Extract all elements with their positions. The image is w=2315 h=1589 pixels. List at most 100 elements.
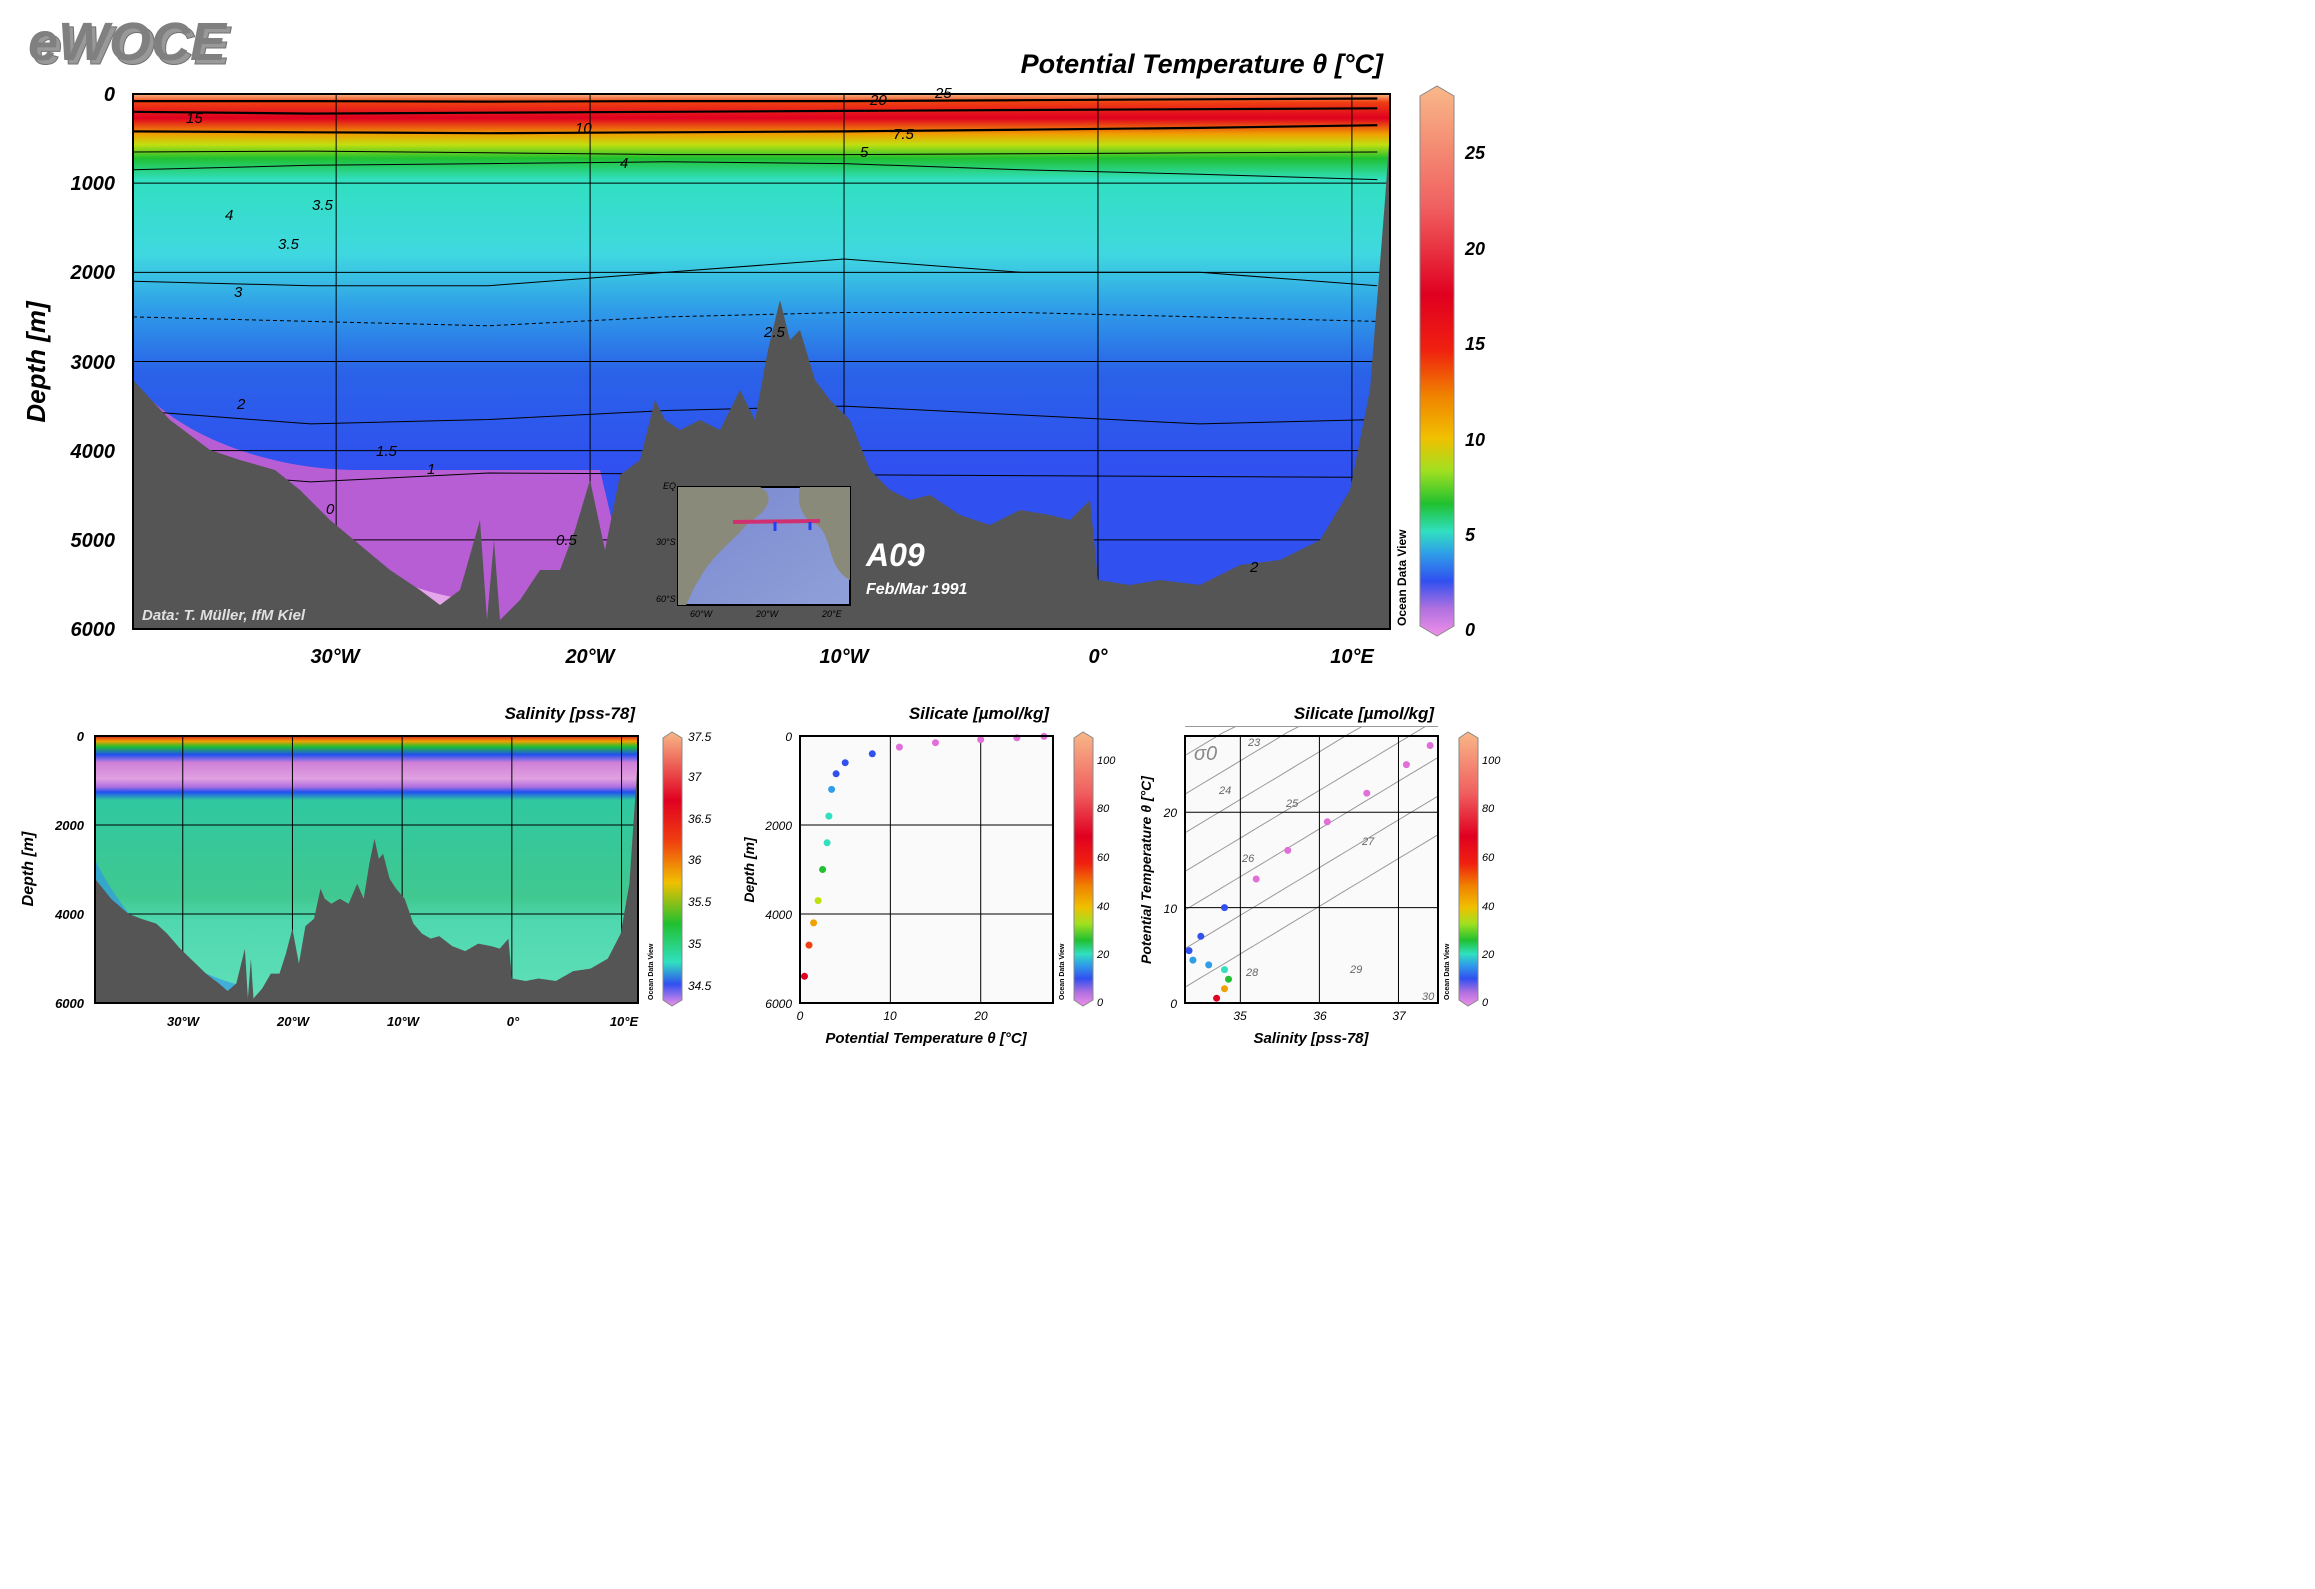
td-cbar-60: 60 [1097, 852, 1110, 864]
inset-lon-20e: 20°E [821, 609, 843, 619]
theta-depth-grid [800, 736, 1053, 1003]
td-xtick-20: 20 [973, 1009, 988, 1023]
ts-ytick-20: 20 [1163, 806, 1178, 820]
sal-cbar-36: 36 [688, 853, 702, 867]
contour-label-4-b: 4 [225, 207, 233, 224]
salinity-section: Salinity [pss-78] Depth [m] 0 2000 4000 … [20, 704, 712, 1029]
main-ytick-2000: 2000 [70, 262, 116, 284]
main-contour-labels: 20 25 15 10 7.5 5 4 3.5 3.5 4 3 2.5 2 1.… [186, 85, 1259, 576]
ts-x-ticks: 35 36 37 [1233, 1009, 1407, 1023]
salinity-colorbar: Ocean Data View 34.5 35 35.5 36 36.5 37 … [648, 730, 712, 1007]
ts-point-7 [1197, 932, 1205, 940]
main-chart-title: Potential Temperature θ [°C] [1021, 49, 1384, 79]
ts-point-1 [1221, 985, 1228, 993]
iso-label-24: 24 [1218, 785, 1231, 797]
isopycnal-line-5 [1184, 757, 1439, 911]
theta-depth-colorbar-odv-label: Ocean Data View [1059, 943, 1066, 1000]
ts-sigma-label: σ0 [1194, 743, 1217, 765]
theta-depth-y-label: Depth [m] [741, 836, 757, 903]
main-cbar-tick-10: 10 [1465, 430, 1485, 450]
iso-label-29: 29 [1349, 964, 1362, 976]
contour-line-2-5 [133, 312, 1378, 327]
td-point-14 [805, 941, 813, 949]
contour-label-25: 25 [934, 85, 952, 102]
contour-line-4 [133, 161, 1378, 181]
main-cbar-tick-20: 20 [1464, 239, 1485, 259]
ewoce-logo: eWOCE [32, 16, 232, 76]
ts-point-3 [1221, 966, 1228, 974]
td-cbar-40: 40 [1097, 901, 1110, 913]
theta-depth-y-ticks: 0 2000 4000 6000 [764, 730, 792, 1011]
inset-map: EQ 30°S 60°S 60°W 20°W 20°E [656, 481, 851, 619]
contour-label-15: 15 [186, 110, 203, 127]
theta-depth-points [801, 732, 1048, 980]
main-cbar-tick-15: 15 [1465, 334, 1486, 354]
contour-label-1-5: 1.5 [376, 443, 398, 460]
contour-label-4: 4 [620, 155, 628, 172]
sal-cbar-35: 35 [688, 937, 702, 951]
sal-xtick-20w: 20°W [276, 1014, 311, 1029]
main-contours [133, 97, 1378, 483]
td-point-5 [868, 750, 876, 758]
sal-cbar-345: 34.5 [688, 979, 712, 993]
sal-xtick-10w: 10°W [387, 1014, 421, 1029]
main-ytick-3000: 3000 [71, 352, 116, 374]
sal-cbar-365: 36.5 [688, 812, 712, 826]
contour-label-2-5: 2.5 [763, 324, 786, 341]
main-x-ticks: 30°W 20°W 10°W 0° 10°E [310, 646, 1374, 668]
iso-label-23: 23 [1247, 737, 1261, 749]
salinity-title: Salinity [pss-78] [505, 704, 637, 723]
main-temperature-section: Potential Temperature θ [°C] 20 25 15 10… [21, 49, 1486, 668]
iso-label-27: 27 [1361, 836, 1375, 848]
sal-xtick-10e: 10°E [610, 1014, 639, 1029]
inset-africa [798, 487, 850, 580]
contour-label-5: 5 [860, 144, 869, 161]
contour-label-2-east: 2 [1249, 559, 1259, 576]
contour-label-3: 3 [234, 284, 243, 301]
ts-point-5 [1189, 956, 1197, 964]
contour-label-0-5: 0.5 [556, 532, 578, 549]
contour-line-15 [133, 107, 1378, 115]
main-colorbar-body [1419, 85, 1455, 637]
theta-depth-panel: Silicate [µmol/kg] Depth [m] Potential T… [741, 704, 1116, 1047]
ts-point-11 [1323, 818, 1331, 826]
ts-plot-area [1185, 736, 1438, 1003]
td-xtick-0: 0 [797, 1009, 804, 1023]
iso-label-25: 25 [1285, 798, 1299, 810]
inset-south-america [678, 487, 769, 605]
ts-xtick-35: 35 [1233, 1009, 1247, 1023]
ts-y-label: Potential Temperature θ [°C] [1138, 775, 1154, 964]
ts-point-10 [1284, 846, 1292, 854]
td-cbar-20: 20 [1096, 949, 1110, 961]
contour-line-2 [133, 405, 1378, 425]
sal-ytick-2000: 2000 [54, 818, 85, 833]
section-id: A09 [865, 537, 925, 573]
iso-label-30: 30 [1422, 991, 1435, 1003]
td-cbar-80: 80 [1097, 803, 1110, 815]
sal-xtick-0: 0° [507, 1014, 520, 1029]
inset-lat-30s: 30°S [656, 537, 676, 547]
ts-xtick-36: 36 [1313, 1009, 1327, 1023]
main-xtick-30w: 30°W [310, 646, 361, 668]
main-y-axis-label: Depth [m] [21, 300, 51, 423]
contour-line-10 [133, 124, 1378, 135]
td-xtick-10: 10 [883, 1009, 897, 1023]
contour-label-20: 20 [869, 92, 887, 109]
td-ytick-0: 0 [785, 730, 792, 744]
td-ytick-6000: 6000 [765, 997, 792, 1011]
main-ytick-0: 0 [104, 84, 115, 106]
ts-ytick-0: 0 [1170, 997, 1177, 1011]
td-point-12 [814, 897, 822, 905]
td-point-13 [810, 919, 818, 927]
ts-x-label: Salinity [pss-78] [1253, 1030, 1369, 1047]
main-ytick-1000: 1000 [71, 173, 116, 195]
ts-xtick-37: 37 [1392, 1009, 1407, 1023]
ts-cbar-60: 60 [1482, 852, 1495, 864]
ts-point-12 [1363, 789, 1371, 797]
theta-depth-frame [799, 735, 1054, 1004]
salinity-bathymetry [95, 754, 638, 1003]
isopycnal-line-6 [1184, 795, 1439, 950]
ts-cbar-20: 20 [1481, 949, 1495, 961]
td-cbar-100: 100 [1097, 755, 1116, 767]
ts-point-6 [1185, 947, 1193, 955]
